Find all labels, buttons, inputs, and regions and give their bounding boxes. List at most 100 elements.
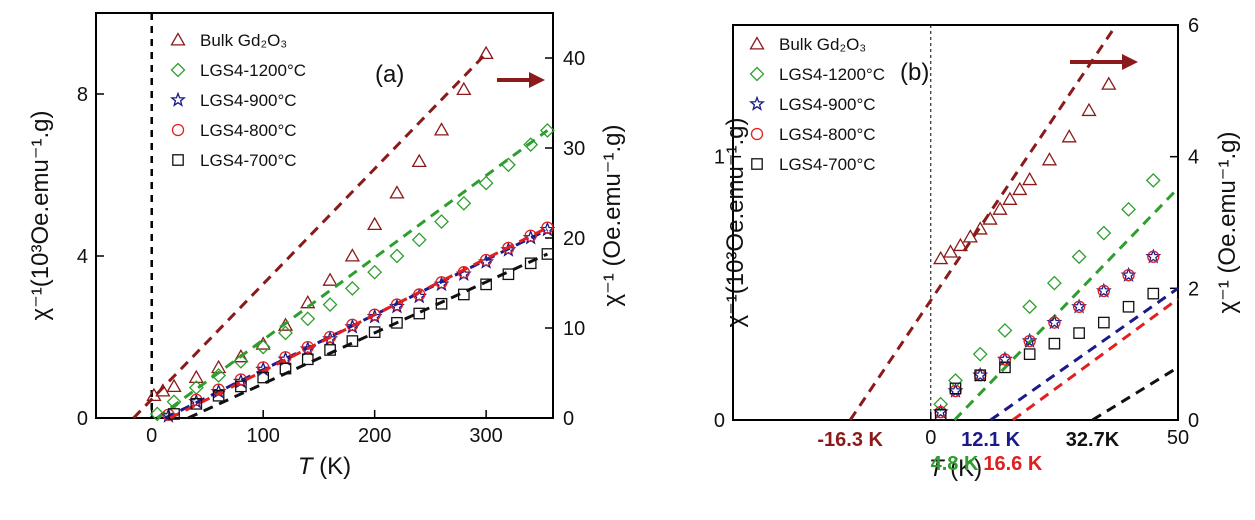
data-point [301, 340, 314, 354]
data-point [500, 157, 516, 173]
data-point [346, 335, 359, 347]
plot-frame [95, 12, 554, 419]
data-point [524, 257, 537, 270]
data-point [168, 408, 180, 420]
y-left-tick-label: 1 [714, 147, 725, 169]
series-3 [934, 250, 1179, 422]
data-point [457, 266, 471, 279]
legend-label: LGS4-800°C [200, 121, 297, 140]
legend-marker [749, 36, 765, 50]
data-point [1023, 334, 1036, 348]
data-point [368, 308, 381, 321]
data-point [949, 382, 962, 395]
data-point [1097, 284, 1111, 298]
legend-marker [750, 127, 764, 141]
x-tick-label: 50 [1167, 427, 1189, 449]
y-left-tick-label: 8 [77, 84, 88, 106]
y-right-tick-label: 40 [563, 48, 585, 70]
data-point [277, 350, 294, 366]
data-point [992, 201, 1008, 215]
series-4 [934, 287, 1179, 422]
y-right-tick-label: 10 [563, 318, 585, 340]
y-right-tick-label: 0 [1188, 410, 1199, 432]
legend-label: Bulk Gd₂O₃ [779, 35, 866, 54]
data-point [433, 276, 450, 292]
data-point [346, 318, 359, 332]
data-point [1041, 152, 1058, 166]
data-point [540, 123, 555, 138]
fit-line [989, 287, 1179, 422]
fit-line [156, 129, 549, 420]
data-point [190, 397, 203, 410]
data-point [234, 373, 248, 386]
x-tick-label: 0 [925, 427, 936, 449]
data-point [149, 406, 165, 422]
data-point [457, 288, 470, 301]
data-point [413, 288, 426, 301]
data-point [322, 297, 338, 313]
x-tick-label: 100 [247, 425, 280, 447]
fit-line [187, 252, 549, 420]
data-point [1046, 275, 1062, 291]
data-point [1097, 316, 1110, 329]
data-point [972, 346, 988, 362]
x-axis-label: T (K) [298, 453, 351, 480]
data-point [323, 330, 337, 344]
data-point [522, 229, 539, 245]
data-point [389, 248, 405, 264]
legend-label: Bulk Gd₂O₃ [200, 31, 287, 50]
data-point [541, 221, 554, 234]
data-point [974, 369, 987, 382]
data-point [1073, 327, 1085, 339]
legend-label: LGS4-700°C [779, 155, 876, 174]
data-point [1145, 172, 1161, 188]
data-point [411, 153, 427, 168]
data-point [1101, 76, 1117, 90]
x-tick-label: 0 [146, 425, 157, 447]
data-point [368, 326, 381, 338]
data-point [1023, 348, 1036, 361]
x-tick-label: 200 [358, 425, 391, 447]
data-point [1121, 201, 1136, 217]
data-point [433, 122, 450, 136]
data-point [233, 353, 249, 369]
data-point [188, 369, 204, 384]
data-point [233, 348, 249, 363]
fit-line [953, 187, 1180, 422]
arrow-head [1122, 54, 1138, 70]
y-left-tick-label: 0 [77, 408, 88, 430]
legend-label: LGS4-1200°C [779, 65, 885, 84]
y-right-tick-label: 30 [563, 138, 585, 160]
data-point [435, 297, 448, 310]
data-point [982, 211, 998, 225]
y-left-tick-label: 4 [77, 246, 88, 268]
y-right-tick-label: 4 [1188, 147, 1199, 169]
legend-marker [172, 154, 184, 166]
legend-label: LGS4-1200°C [200, 61, 306, 80]
y-left-axis-label: χ⁻¹(10³Oe.emu⁻¹.g) [27, 111, 54, 321]
data-point [539, 221, 556, 237]
fit-line [1091, 366, 1179, 422]
data-point [998, 353, 1012, 366]
data-point [301, 353, 314, 366]
panel-a: 0 100 200 300 0 4 8 0 10 20 30 40 Bulk Gd₂O₃ LGS4-120… [27, 12, 626, 480]
series-1 [149, 123, 555, 422]
transition-label: 32.7K [1066, 429, 1120, 451]
data-point [1048, 316, 1061, 329]
data-point [456, 195, 472, 211]
panel-label: (a) [375, 61, 404, 88]
data-point [934, 408, 947, 421]
data-point [1072, 300, 1086, 313]
legend-marker [749, 95, 765, 111]
data-point [523, 137, 539, 153]
fit-line [132, 52, 488, 420]
data-point [502, 241, 515, 255]
data-point [456, 81, 472, 96]
data-point [411, 232, 427, 248]
data-point [413, 307, 426, 320]
data-point [997, 323, 1013, 338]
data-point [155, 383, 171, 397]
data-point [1048, 337, 1061, 350]
